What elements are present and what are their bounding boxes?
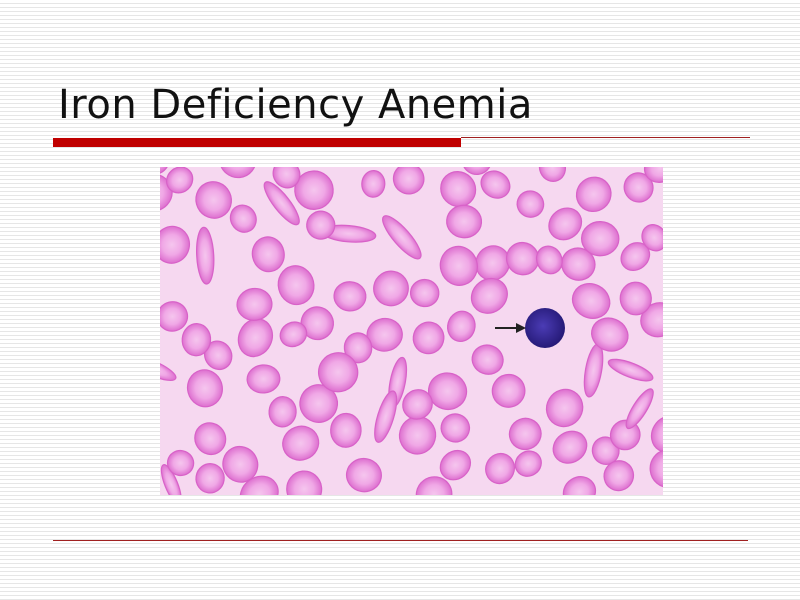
red-cell: [345, 457, 382, 493]
slide-title: Iron Deficiency Anemia: [58, 82, 533, 128]
red-cells: [160, 167, 663, 495]
red-cell: [643, 167, 663, 183]
red-cell: [229, 204, 257, 233]
red-cell: [186, 369, 223, 408]
red-cell: [412, 321, 445, 355]
red-cell: [277, 265, 315, 306]
red-cell: [181, 323, 212, 357]
red-cell: [239, 475, 279, 495]
arrow-head: [516, 323, 526, 333]
red-cell: [625, 388, 654, 430]
red-cell: [538, 167, 566, 182]
title-rule: [461, 137, 750, 138]
red-cell: [166, 449, 195, 477]
red-cell: [279, 321, 308, 348]
red-cell: [571, 283, 611, 319]
blood-smear-image: [160, 167, 663, 495]
red-cell: [317, 352, 359, 393]
red-cell: [374, 390, 398, 443]
red-cell: [343, 332, 373, 364]
red-cell: [514, 450, 542, 477]
red-cell: [575, 176, 612, 213]
red-cell: [470, 277, 508, 314]
red-cell: [439, 245, 478, 286]
red-cell: [471, 344, 504, 375]
red-cell: [195, 181, 232, 219]
red-cell: [402, 389, 433, 420]
footer-rule: [53, 540, 748, 541]
red-cell: [516, 190, 545, 218]
red-cell: [392, 167, 425, 195]
red-cell: [552, 430, 588, 464]
red-cell: [251, 236, 285, 273]
red-cell: [268, 396, 297, 428]
red-cell: [591, 317, 629, 352]
red-cell: [165, 167, 194, 194]
red-cell: [640, 302, 663, 338]
red-cell: [286, 470, 323, 495]
red-cell: [246, 364, 281, 394]
red-cell: [196, 226, 215, 285]
red-cell: [446, 204, 483, 239]
title-underline: [53, 138, 461, 147]
red-cell: [237, 318, 274, 358]
red-cell: [440, 413, 471, 443]
red-cell: [535, 245, 563, 275]
red-cell: [263, 181, 300, 226]
red-cell: [461, 167, 493, 176]
red-cell: [236, 287, 273, 321]
red-cell: [447, 310, 476, 343]
red-cell: [548, 207, 583, 241]
red-cell: [194, 422, 227, 456]
red-cell: [580, 221, 620, 257]
red-cell: [160, 225, 191, 264]
red-cell: [330, 412, 362, 448]
red-cell: [195, 463, 225, 494]
red-cell: [373, 270, 409, 307]
red-cell: [382, 215, 422, 260]
red-cell: [491, 373, 526, 408]
red-cell: [562, 476, 597, 495]
red-cell: [306, 210, 336, 240]
red-cell: [409, 278, 440, 308]
red-cell: [361, 169, 386, 198]
red-cell: [333, 281, 367, 312]
red-cell: [282, 425, 320, 461]
red-cell: [439, 449, 472, 481]
red-cell: [160, 356, 177, 382]
red-cell: [485, 452, 516, 485]
red-cell: [272, 167, 301, 189]
red-cell: [440, 171, 477, 208]
red-cell: [427, 372, 468, 411]
red-cell: [480, 170, 511, 199]
red-cell: [415, 476, 453, 495]
red-cell: [475, 245, 511, 281]
red-cell: [508, 417, 542, 451]
red-cell: [603, 460, 635, 492]
red-cell: [649, 449, 663, 488]
red-cell: [219, 167, 257, 179]
red-cell: [607, 358, 654, 382]
red-cell: [650, 415, 663, 453]
red-cell: [160, 301, 189, 332]
red-cell: [561, 247, 596, 281]
red-cell: [545, 388, 584, 428]
red-cell: [505, 241, 540, 276]
red-cell: [160, 464, 182, 495]
lymphocyte: [525, 308, 565, 348]
red-cell: [641, 224, 663, 252]
red-cell: [619, 281, 652, 316]
